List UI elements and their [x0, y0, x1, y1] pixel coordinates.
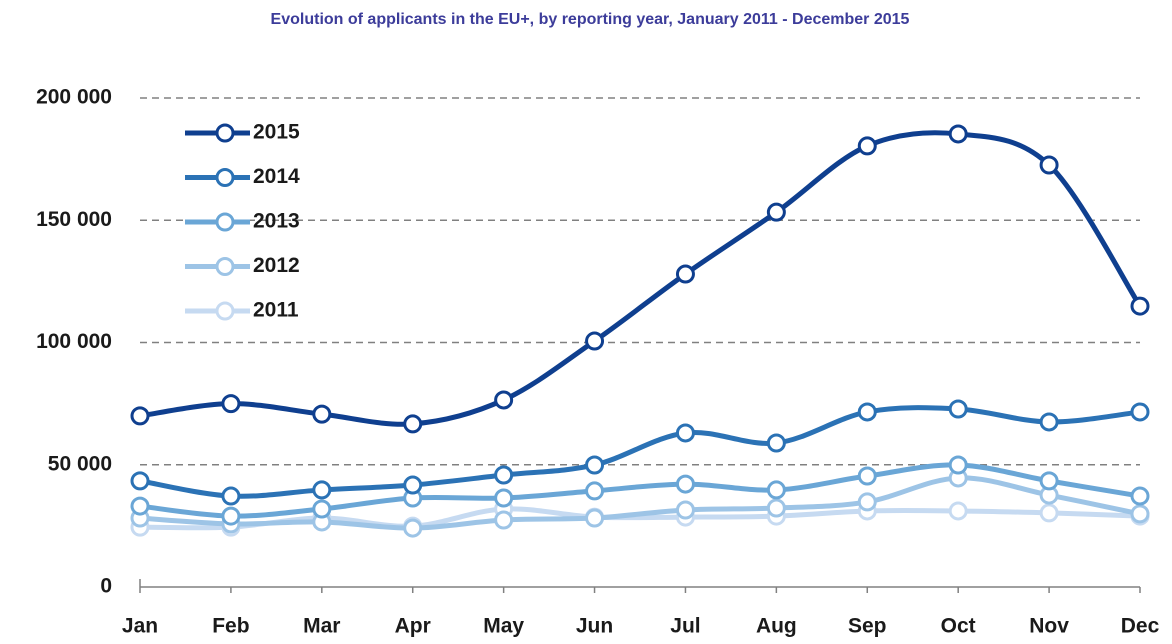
point	[675, 264, 695, 284]
point	[857, 136, 877, 156]
point	[1039, 471, 1059, 491]
point	[948, 124, 968, 144]
point	[312, 480, 332, 500]
legend-label: 2013	[253, 210, 300, 233]
point	[494, 510, 514, 530]
point	[1130, 486, 1150, 506]
legend-label: 2011	[253, 299, 299, 322]
point	[585, 331, 605, 351]
point	[948, 455, 968, 475]
x-tick-label: May	[483, 615, 524, 638]
legend-label: 2015	[253, 121, 300, 144]
point	[766, 202, 786, 222]
x-tick-label: Feb	[212, 615, 249, 638]
x-tick-label: Sep	[848, 615, 887, 638]
y-tick-label: 100 000	[36, 330, 112, 353]
point	[221, 394, 241, 414]
point	[494, 488, 514, 508]
legend-label: 2014	[253, 165, 300, 188]
point	[585, 455, 605, 475]
y-tick-label: 150 000	[36, 208, 112, 231]
x-tick-label: Nov	[1029, 615, 1069, 638]
point	[312, 499, 332, 519]
x-tick-label: Jan	[122, 615, 158, 638]
x-tick-label: Oct	[941, 615, 976, 638]
x-tick-label: Dec	[1121, 615, 1160, 638]
point	[221, 506, 241, 526]
point	[766, 480, 786, 500]
point	[675, 474, 695, 494]
point	[221, 486, 241, 506]
legend-marker	[215, 168, 235, 187]
point	[494, 390, 514, 410]
x-tick-label: Mar	[303, 615, 340, 638]
point	[130, 496, 150, 516]
point	[403, 475, 423, 495]
point	[1130, 296, 1150, 316]
point	[494, 465, 514, 485]
y-tick-label: 200 000	[36, 86, 112, 109]
x-tick-label: Aug	[756, 615, 797, 638]
point	[857, 402, 877, 422]
point	[857, 492, 877, 512]
point	[675, 423, 695, 443]
point	[1039, 412, 1059, 432]
point	[766, 433, 786, 453]
x-tick-label: Apr	[395, 615, 431, 638]
legend-marker	[215, 257, 235, 276]
point	[403, 414, 423, 434]
y-tick-label: 50 000	[48, 452, 112, 475]
chart-title: Evolution of applicants in the EU+, by r…	[271, 11, 910, 28]
legend-marker	[215, 301, 235, 321]
point	[948, 501, 968, 521]
legend-marker	[215, 212, 235, 232]
point	[403, 518, 423, 538]
point	[585, 508, 605, 528]
point	[1130, 504, 1150, 524]
x-tick-label: Jun	[576, 615, 613, 638]
point	[585, 481, 605, 501]
point	[675, 500, 695, 520]
legend-marker	[215, 123, 235, 143]
point	[1039, 503, 1059, 523]
point	[312, 404, 332, 424]
y-tick-label: 0	[100, 575, 112, 598]
x-tick-label: Jul	[670, 615, 700, 638]
point	[857, 466, 877, 486]
point	[130, 406, 150, 426]
point	[1130, 402, 1150, 422]
point	[130, 471, 150, 491]
legend-label: 2012	[253, 254, 300, 277]
point	[766, 498, 786, 518]
point	[948, 399, 968, 419]
point	[1039, 155, 1059, 175]
